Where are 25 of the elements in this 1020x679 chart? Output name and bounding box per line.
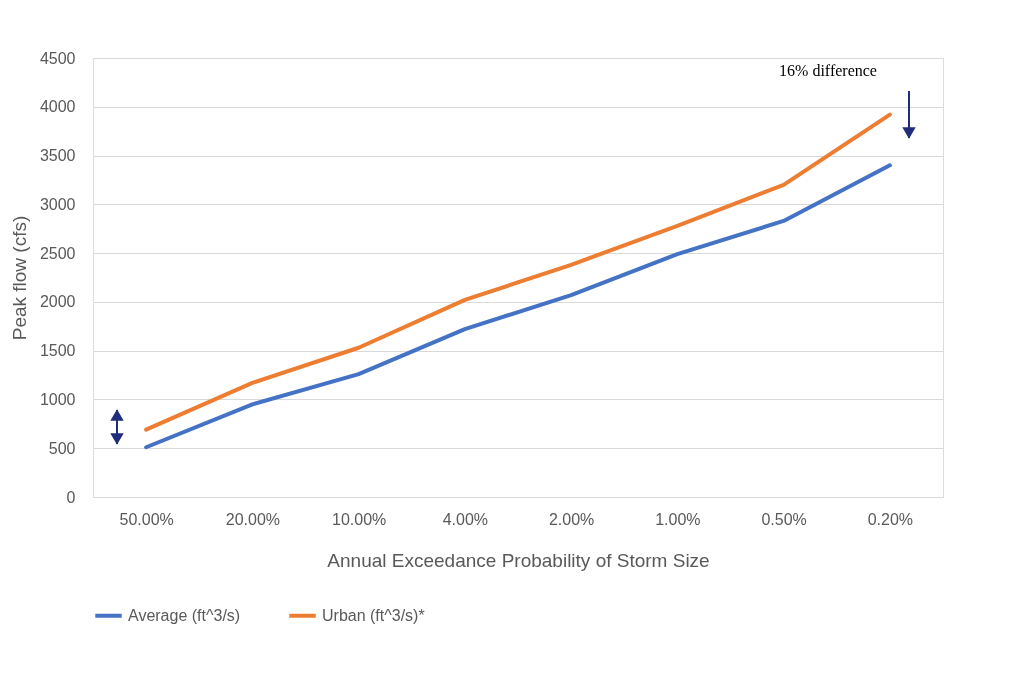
legend-label: Urban (ft^3/s)* [322,606,425,624]
annotation: 16% difference [779,62,877,79]
x-tick-label: 1.00% [655,510,701,528]
x-tick-label: 20.00% [225,510,281,528]
y-tick-label: 4500 [39,49,76,67]
x-tick-label: 10.00% [331,510,387,528]
y-tick-label: 1000 [39,390,76,408]
y-tick-label: 3500 [39,147,76,165]
y-tick-label: 0 [66,488,76,506]
x-tick-label: 2.00% [548,510,595,528]
x-tick-label: 0.50% [761,510,807,528]
x-tick-label: 0.20% [867,510,914,528]
y-tick-label: 500 [48,439,76,457]
line-series [144,112,892,432]
y-tick-label: 2000 [39,293,76,311]
x-axis-title: Annual Exceedance Probability of Storm Size [327,549,710,571]
line-series [144,163,892,450]
y-tick-label: 3000 [39,195,76,213]
y-tick-label: 1500 [39,342,76,360]
legend-label: Average (ft^3/s) [128,606,241,624]
x-tick-label: 4.00% [442,510,489,528]
y-tick-label: 4000 [39,98,76,116]
x-tick-label: 50.00% [119,510,174,528]
y-axis-title: Peak flow (cfs) [8,215,30,341]
y-tick-label: 2500 [39,244,76,262]
